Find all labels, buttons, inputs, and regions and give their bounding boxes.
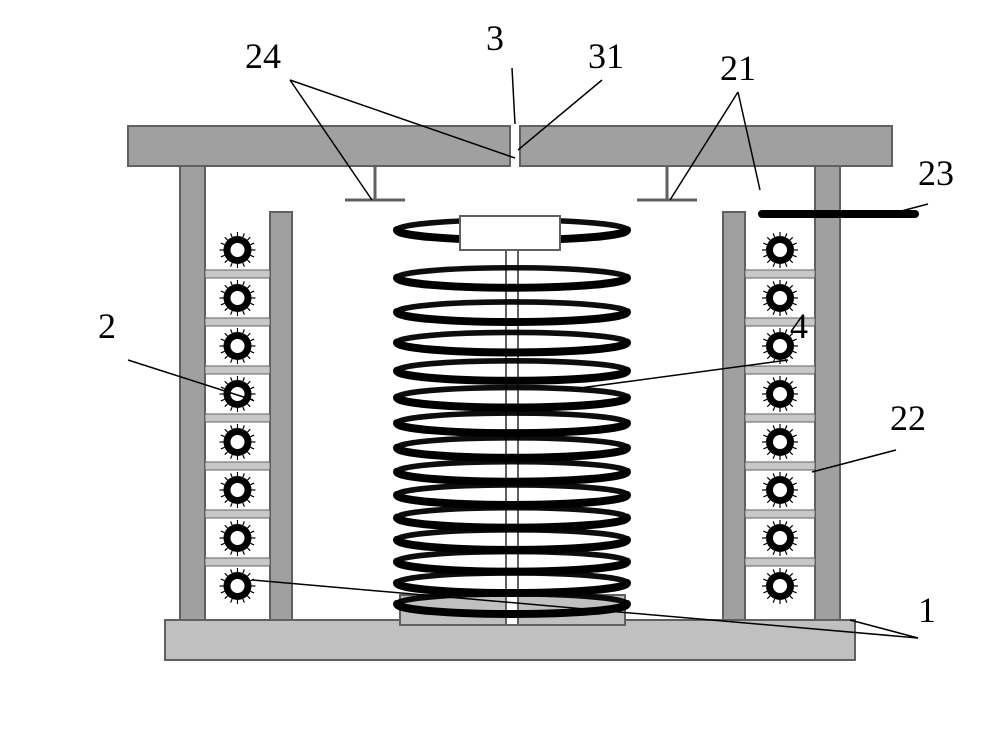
svg-text:21: 21 (720, 48, 756, 88)
svg-text:22: 22 (890, 398, 926, 438)
svg-text:31: 31 (588, 36, 624, 76)
schematic-drawing: 24331212324221 (20, 20, 1000, 714)
svg-text:1: 1 (918, 590, 936, 630)
svg-text:2: 2 (98, 306, 116, 346)
svg-text:4: 4 (790, 306, 808, 346)
diagram-root: 24331212324221 (20, 20, 1000, 714)
svg-text:23: 23 (918, 153, 954, 193)
svg-text:24: 24 (245, 36, 281, 76)
svg-text:3: 3 (486, 20, 504, 58)
